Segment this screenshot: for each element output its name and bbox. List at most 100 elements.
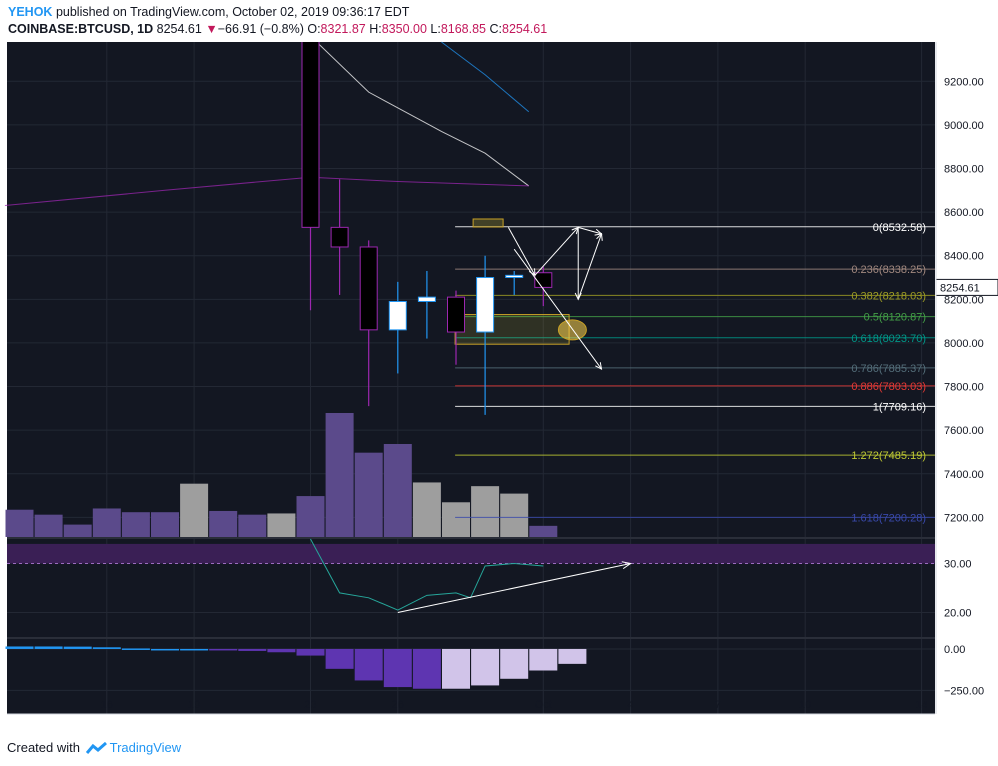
macd-histogram-bar	[529, 648, 558, 671]
macd-histogram-bar	[63, 646, 92, 649]
tradingview-logo-icon	[85, 741, 107, 754]
volume-bar	[354, 452, 383, 537]
last-price: 8254.61	[156, 22, 202, 36]
price-tick-label: 7200.00	[944, 512, 984, 524]
arrow-segment	[577, 233, 602, 300]
price-tick-label: 7400.00	[944, 469, 984, 481]
price-tick-label: 8000.00	[944, 338, 984, 350]
macd-histogram-bar	[296, 648, 325, 656]
projection-arrows	[507, 226, 603, 371]
price-tick-label: 8600.00	[944, 207, 984, 219]
fib-level-label: 0.618(8023.70)	[851, 333, 926, 345]
moving-average-line	[441, 41, 530, 113]
macd-histogram-bar	[354, 648, 383, 681]
macd-tick-label: 0.00	[944, 644, 965, 656]
publish-info: YEHOK published on TradingView.com, Octo…	[8, 5, 409, 19]
rsi-line	[310, 538, 544, 611]
high-marker-box	[472, 218, 504, 228]
volume-bar	[180, 483, 209, 537]
price-tick-label: 8800.00	[944, 163, 984, 175]
volume-bar	[238, 514, 267, 537]
time-tick-label: 26	[392, 699, 404, 711]
volume-bar	[442, 502, 470, 537]
candle-body	[417, 296, 436, 302]
volume-bar	[34, 514, 63, 537]
candle-body	[301, 42, 320, 228]
volume-bar	[63, 524, 92, 537]
time-tick-label: 7	[715, 699, 721, 711]
fib-level-label: 0(8532.58)	[873, 222, 926, 234]
open-value: 8321.87	[320, 22, 366, 36]
last-price-tag-label: 8254.61	[940, 282, 980, 294]
tradingview-brand[interactable]: TradingView	[109, 740, 182, 755]
time-tick-label: 16	[101, 699, 113, 711]
arrow-head	[595, 362, 603, 371]
volume-bar	[471, 486, 500, 537]
arrow-segment	[513, 248, 602, 370]
close-value: 8254.61	[502, 22, 548, 36]
arrow-segment	[534, 227, 579, 276]
macd-histogram-bar	[180, 648, 209, 651]
price-tick-label: 9000.00	[944, 120, 984, 132]
arrow-segment	[507, 227, 536, 276]
price-tick-label: 8400.00	[944, 251, 984, 263]
arrow-head	[571, 226, 579, 235]
candle-body	[359, 246, 378, 331]
volume-bar	[383, 444, 412, 537]
candle-body	[388, 300, 407, 331]
price-tick-label: 7600.00	[944, 425, 984, 437]
price-change: −66.91 (−0.8%)	[217, 22, 304, 36]
volume-bar	[121, 512, 150, 537]
time-tick-label: 23	[304, 699, 316, 711]
fib-level-label: 0.5(8120.87)	[864, 312, 926, 324]
macd-histogram-bar	[412, 648, 441, 689]
macd-histogram-bar	[209, 648, 238, 651]
price-tick-label: 9200.00	[944, 76, 984, 88]
macd-histogram-bar	[151, 648, 179, 651]
arrow-head	[596, 232, 603, 241]
volume-bar	[500, 493, 529, 537]
macd-histogram-bar	[267, 648, 296, 653]
change-arrow: ▼	[205, 22, 218, 36]
macd-histogram-bar	[92, 647, 121, 649]
price-tick-label: 8200.00	[944, 294, 984, 306]
candle-body	[505, 274, 524, 279]
fib-level-label: 0.786(7885.37)	[851, 363, 926, 375]
candle-body	[476, 277, 495, 333]
created-with-text: Created with	[7, 740, 80, 755]
high-value: 8350.00	[381, 22, 427, 36]
candle-body	[330, 226, 349, 248]
volume-bar	[5, 509, 34, 537]
macd-histogram-bar	[471, 648, 500, 686]
arrow-segment	[578, 226, 602, 235]
chart-background	[7, 42, 935, 714]
candle-body	[447, 296, 465, 333]
moving-average-line	[313, 40, 530, 187]
volume-bar	[92, 508, 121, 537]
symbol-info: COINBASE:BTCUSD, 1D 8254.61 ▼−66.91 (−0.…	[8, 22, 547, 36]
low-value: 8168.85	[440, 22, 487, 36]
chart-canvas[interactable]: 9200.00 9000.00 8800.00 8600.00 8400.00 8200.…	[0, 40, 998, 735]
fib-level-label: 0.886(7803.03)	[851, 381, 926, 393]
macd-histogram-bar	[5, 646, 34, 649]
volume-bar	[296, 496, 325, 537]
macd-histogram-bar	[34, 646, 63, 649]
rsi-tick-label: 20.00	[944, 608, 972, 620]
price-tick-label: 7800.00	[944, 382, 984, 394]
volume-bar	[209, 510, 238, 537]
macd-histogram-bar	[558, 648, 587, 664]
rsi-trend-arrow	[397, 563, 631, 613]
macd-histogram-bar	[121, 648, 150, 650]
high-label: H:	[369, 22, 382, 36]
fib-level-label: 0.236(8338.25)	[851, 264, 926, 276]
macd-histogram-bar	[500, 648, 529, 679]
fib-level-label: 0.382(8218.03)	[851, 290, 926, 302]
candles	[301, 42, 553, 415]
fib-zone-box	[454, 314, 570, 345]
volume-bar	[325, 413, 354, 537]
macd-tick-label: −250.00	[944, 685, 984, 697]
arrow-head	[574, 292, 582, 301]
author-name[interactable]: YEHOK	[8, 5, 53, 19]
time-tick-label: 14	[915, 699, 927, 711]
fib-level-label: 1.272(7485.19)	[851, 450, 926, 462]
